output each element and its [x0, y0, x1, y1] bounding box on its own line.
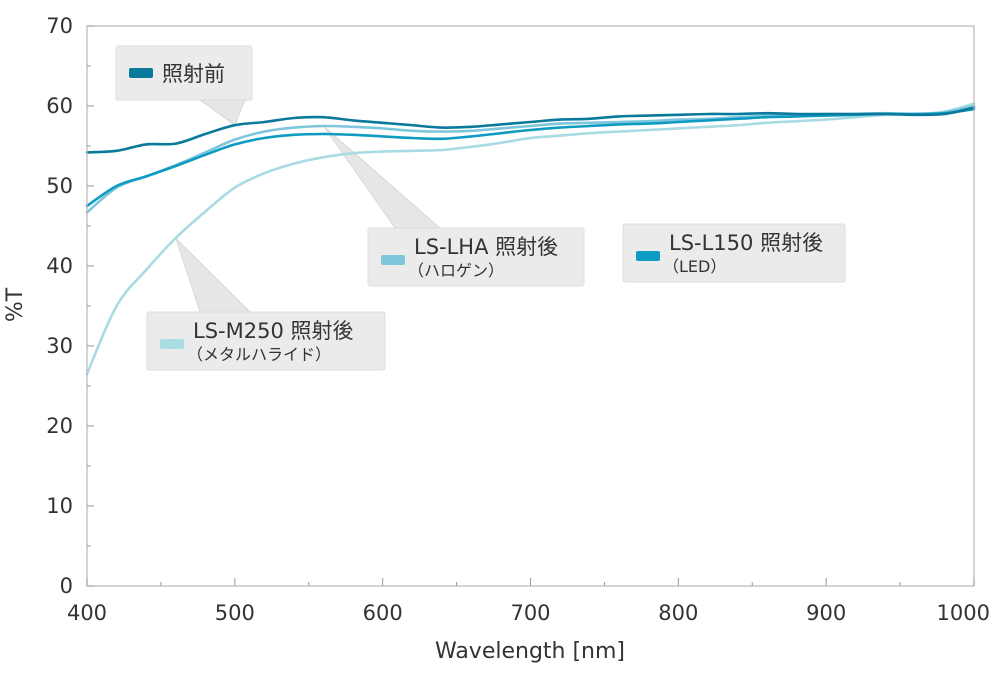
callouts: 照射前 LS-LHA 照射後 （ハロゲン） LS-L150 照射後 （LED） LS-M2… [115, 45, 846, 371]
callout-pointer [198, 99, 246, 126]
callout-subtitle: （メタルハライド） [187, 345, 331, 364]
series-line-before [85, 106, 976, 154]
callout-pointer [175, 237, 251, 313]
y-tick-label: 40 [46, 254, 73, 278]
callout-pointer [323, 125, 442, 229]
legend-swatch [636, 251, 660, 261]
callout-subtitle: （ハロゲン） [408, 261, 504, 280]
axes: 0 10 20 30 40 50 60 70 400 500 600 700 800 900 1000 [46, 14, 990, 625]
series-line-ls-l150 [85, 107, 976, 208]
callout-box [146, 311, 386, 371]
x-tick-label: 800 [658, 601, 698, 625]
y-tick-label: 20 [46, 414, 73, 438]
series-lines [85, 102, 976, 376]
callout-title: LS-L150 照射後 [669, 231, 823, 255]
y-tick-label: 0 [60, 574, 73, 598]
x-tick-label: 900 [806, 601, 846, 625]
legend-swatch [381, 255, 405, 265]
y-axis-title: %T [3, 287, 28, 322]
x-tick-label: 1000 [937, 601, 990, 625]
legend-swatch [129, 68, 153, 78]
callout-subtitle: （LED） [663, 257, 726, 276]
x-tick-label: 400 [67, 601, 107, 625]
callout-before: 照射前 [115, 45, 253, 101]
callout-box [115, 45, 253, 101]
callout-title: LS-M250 照射後 [193, 319, 353, 343]
x-tick-label: 700 [510, 601, 550, 625]
series-line-ls-m250 [85, 102, 976, 376]
y-tick-label: 10 [46, 494, 73, 518]
y-tick-label: 60 [46, 94, 73, 118]
x-tick-label: 600 [363, 601, 403, 625]
callout-title: LS-LHA 照射後 [414, 235, 558, 259]
y-tick-label: 70 [46, 14, 73, 38]
x-axis-title: Wavelength [nm] [435, 639, 625, 664]
callout-ls-m250: LS-M250 照射後 （メタルハライド） [146, 311, 386, 371]
y-tick-label: 50 [46, 174, 73, 198]
x-tick-label: 500 [215, 601, 255, 625]
callout-box [367, 227, 585, 287]
callout-title: 照射前 [162, 62, 225, 86]
callout-ls-lha: LS-LHA 照射後 （ハロゲン） [367, 227, 585, 287]
y-tick-label: 30 [46, 334, 73, 358]
legend-swatch [160, 339, 184, 349]
callout-ls-l150: LS-L150 照射後 （LED） [622, 223, 846, 283]
callout-box [622, 223, 846, 283]
